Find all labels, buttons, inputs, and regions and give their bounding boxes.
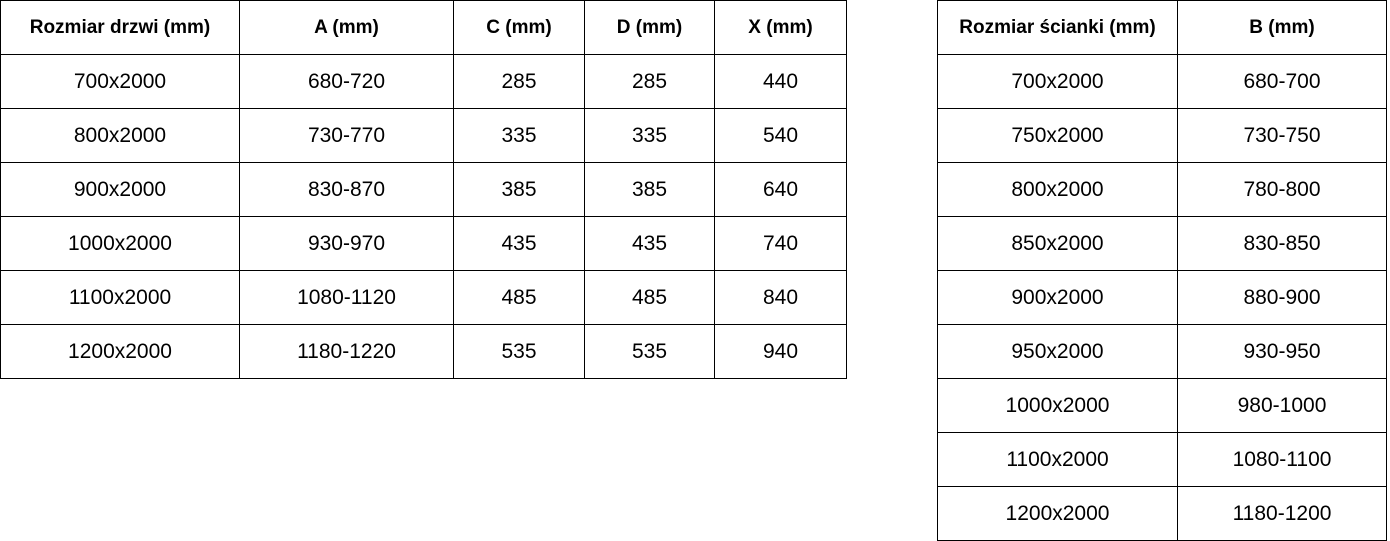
wall-table-head: Rozmiar ścianki (mm) B (mm) [937,0,1387,55]
cell-c: 535 [453,324,585,379]
table-row: 1000x2000 980-1000 [937,378,1387,433]
cell-a: 930-970 [239,216,454,271]
cell-x: 440 [714,54,847,109]
column-header-b: B (mm) [1177,0,1387,55]
cell-c: 485 [453,270,585,325]
table-row: 950x2000 930-950 [937,324,1387,379]
cell-x: 840 [714,270,847,325]
cell-b: 1080-1100 [1177,432,1387,487]
doors-dimensions-table: Rozmiar drzwi (mm) A (mm) C (mm) D (mm) … [0,0,847,379]
table-row: 1200x2000 1180-1200 [937,486,1387,541]
table-row: 1100x2000 1080-1100 [937,432,1387,487]
cell-wall-size: 800x2000 [937,162,1178,217]
doors-table-body: 700x2000 680-720 285 285 440 800x2000 73… [0,54,847,379]
column-header-c: C (mm) [453,0,585,55]
table-row: 700x2000 680-720 285 285 440 [0,54,847,109]
table-row: 1000x2000 930-970 435 435 740 [0,216,847,271]
table-header-row: Rozmiar drzwi (mm) A (mm) C (mm) D (mm) … [0,0,847,55]
column-header-x: X (mm) [714,0,847,55]
cell-d: 435 [584,216,715,271]
wall-table-body: 700x2000 680-700 750x2000 730-750 800x20… [937,54,1387,541]
cell-wall-size: 1100x2000 [937,432,1178,487]
cell-c: 435 [453,216,585,271]
table-row: 1100x2000 1080-1120 485 485 840 [0,270,847,325]
table-row: 900x2000 880-900 [937,270,1387,325]
cell-b: 1180-1200 [1177,486,1387,541]
cell-door-size: 700x2000 [0,54,240,109]
cell-a: 1180-1220 [239,324,454,379]
table-header-row: Rozmiar ścianki (mm) B (mm) [937,0,1387,55]
cell-d: 485 [584,270,715,325]
table-row: 800x2000 780-800 [937,162,1387,217]
table-row: 700x2000 680-700 [937,54,1387,109]
cell-x: 640 [714,162,847,217]
cell-b: 680-700 [1177,54,1387,109]
column-header-a: A (mm) [239,0,454,55]
table-row: 900x2000 830-870 385 385 640 [0,162,847,217]
cell-a: 730-770 [239,108,454,163]
cell-c: 335 [453,108,585,163]
cell-door-size: 800x2000 [0,108,240,163]
table-row: 800x2000 730-770 335 335 540 [0,108,847,163]
cell-c: 385 [453,162,585,217]
cell-x: 740 [714,216,847,271]
cell-door-size: 1100x2000 [0,270,240,325]
cell-door-size: 900x2000 [0,162,240,217]
cell-b: 880-900 [1177,270,1387,325]
cell-wall-size: 900x2000 [937,270,1178,325]
cell-b: 980-1000 [1177,378,1387,433]
cell-x: 540 [714,108,847,163]
wall-panel-dimensions-table: Rozmiar ścianki (mm) B (mm) 700x2000 680… [937,0,1387,541]
cell-a: 1080-1120 [239,270,454,325]
cell-wall-size: 950x2000 [937,324,1178,379]
column-header-wall-size: Rozmiar ścianki (mm) [937,0,1178,55]
cell-wall-size: 1000x2000 [937,378,1178,433]
cell-d: 385 [584,162,715,217]
table-row: 1200x2000 1180-1220 535 535 940 [0,324,847,379]
doors-table-head: Rozmiar drzwi (mm) A (mm) C (mm) D (mm) … [0,0,847,55]
cell-wall-size: 700x2000 [937,54,1178,109]
table-row: 850x2000 830-850 [937,216,1387,271]
cell-d: 535 [584,324,715,379]
column-header-d: D (mm) [584,0,715,55]
cell-door-size: 1000x2000 [0,216,240,271]
cell-wall-size: 1200x2000 [937,486,1178,541]
cell-b: 830-850 [1177,216,1387,271]
cell-b: 930-950 [1177,324,1387,379]
cell-a: 830-870 [239,162,454,217]
column-header-door-size: Rozmiar drzwi (mm) [0,0,240,55]
cell-b: 780-800 [1177,162,1387,217]
cell-d: 335 [584,108,715,163]
cell-b: 730-750 [1177,108,1387,163]
cell-c: 285 [453,54,585,109]
cell-wall-size: 850x2000 [937,216,1178,271]
cell-x: 940 [714,324,847,379]
cell-door-size: 1200x2000 [0,324,240,379]
cell-d: 285 [584,54,715,109]
cell-wall-size: 750x2000 [937,108,1178,163]
cell-a: 680-720 [239,54,454,109]
table-row: 750x2000 730-750 [937,108,1387,163]
